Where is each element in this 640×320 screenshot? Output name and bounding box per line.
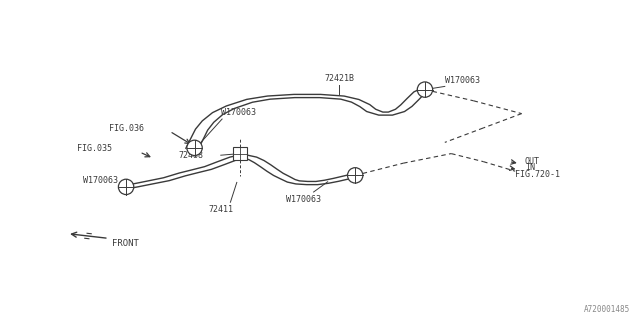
Text: FIG.720-1: FIG.720-1 xyxy=(515,170,560,179)
Text: FRONT: FRONT xyxy=(112,239,139,248)
Text: W170063: W170063 xyxy=(445,76,480,85)
Text: OUT: OUT xyxy=(525,157,540,166)
Ellipse shape xyxy=(417,82,433,97)
Text: FIG.036: FIG.036 xyxy=(109,124,144,132)
Ellipse shape xyxy=(187,140,202,156)
Text: 72488: 72488 xyxy=(179,151,204,160)
Text: 72421B: 72421B xyxy=(324,74,354,83)
Text: 72411: 72411 xyxy=(208,205,234,214)
Text: W170063: W170063 xyxy=(221,108,256,117)
Ellipse shape xyxy=(118,179,134,195)
Text: W170063: W170063 xyxy=(287,195,321,204)
Ellipse shape xyxy=(348,168,363,183)
Text: IN: IN xyxy=(525,163,535,172)
Bar xyxy=(233,147,247,160)
Text: W170063: W170063 xyxy=(83,176,118,185)
Text: FIG.035: FIG.035 xyxy=(77,144,112,153)
Text: A720001485: A720001485 xyxy=(584,305,630,314)
